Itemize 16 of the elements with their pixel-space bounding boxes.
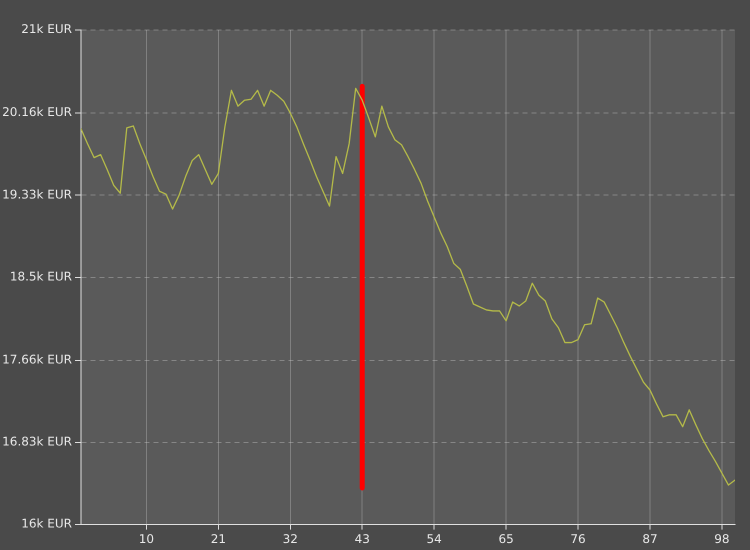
- y-tick-label: 16.83k EUR: [2, 434, 72, 449]
- x-tick-label: 54: [426, 532, 442, 546]
- y-tick-label: 18.5k EUR: [10, 269, 72, 284]
- y-tick-label: 17.66k EUR: [2, 352, 72, 367]
- x-tick-label: 65: [498, 532, 514, 546]
- x-tick-label: 10: [138, 532, 154, 546]
- y-tick-label: 21k EUR: [21, 22, 72, 36]
- x-tick-label: 98: [714, 532, 730, 546]
- x-tick-label: 32: [282, 532, 298, 546]
- x-tick-label: 87: [642, 532, 658, 546]
- y-tick-label: 16k EUR: [21, 516, 72, 531]
- x-tick-label: 21: [210, 532, 226, 546]
- x-tick-label: 76: [570, 532, 586, 546]
- y-tick-label: 19.33k EUR: [2, 187, 72, 202]
- y-tick-label: 20.16k EUR: [2, 105, 72, 120]
- x-tick-label: 43: [354, 532, 370, 546]
